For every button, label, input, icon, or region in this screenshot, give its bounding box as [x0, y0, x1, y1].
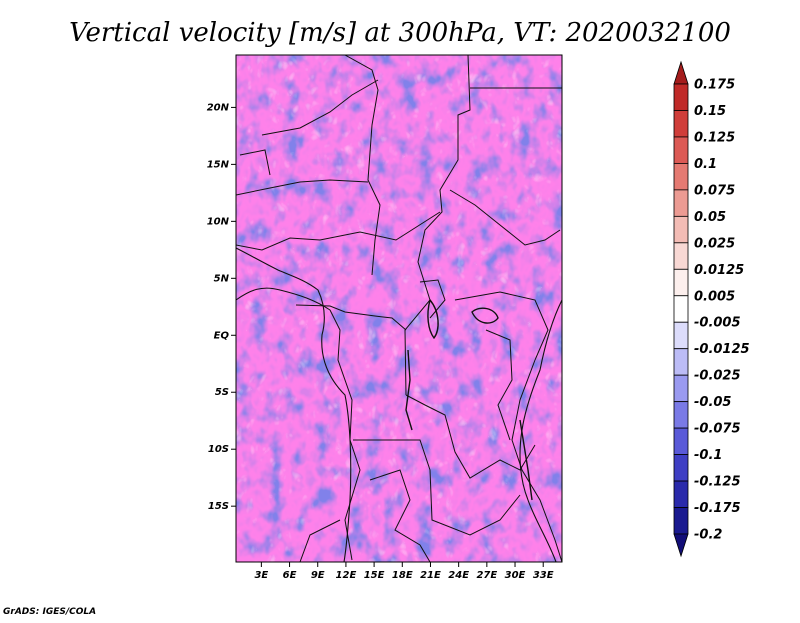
colorbar-label-4: 0.075 — [694, 183, 735, 198]
coastline — [236, 247, 352, 562]
colorbar-label-7: 0.0125 — [694, 263, 744, 278]
colorbar-swatch-0 — [673, 60, 689, 85]
colorbar-swatch-6 — [673, 215, 689, 244]
colorbar-swatch-11 — [673, 348, 689, 376]
colorbar-swatch-13 — [673, 401, 689, 429]
colorbar-swatch-1 — [673, 83, 689, 111]
colorbar-label-8: 0.005 — [694, 289, 735, 304]
colorbar-label-2: 0.125 — [694, 130, 735, 145]
colorbar-swatch-10 — [673, 321, 689, 350]
colorbar-label-1: 0.15 — [694, 104, 726, 119]
x-tick-label-18E: 18E — [392, 570, 413, 581]
colorbar-swatch-18 — [673, 533, 689, 558]
colorbar-label-16: -0.175 — [694, 501, 741, 516]
y-tick-label-15S: 15S — [208, 501, 229, 512]
x-tick-label-24E: 24E — [448, 570, 469, 581]
x-tick-label-30E: 30E — [505, 570, 526, 581]
colorbar-label-14: -0.1 — [694, 448, 722, 463]
colorbar: 0.175 0.15 0.125 0.1 0.075 0.05 0.025 0.0125 0.0… — [673, 60, 750, 558]
colorbar-swatch-5 — [673, 189, 689, 217]
colorbar-swatch-2 — [673, 110, 689, 138]
colorbar-swatch-9 — [673, 295, 689, 323]
colorbar-swatch-12 — [673, 374, 689, 403]
x-tick-label-3E: 3E — [254, 570, 268, 581]
y-axis: 20N 15N 10N 5N EQ 5S 10S 15S — [207, 102, 236, 512]
colorbar-label-13: -0.075 — [694, 422, 741, 437]
x-tick-label-21E: 21E — [420, 570, 441, 581]
colorbar-swatch-16 — [673, 480, 689, 508]
x-tick-label-15E: 15E — [364, 570, 385, 581]
colorbar-label-17: -0.2 — [694, 528, 722, 543]
y-tick-label-10N: 10N — [207, 216, 230, 227]
colorbar-label-11: -0.025 — [694, 369, 741, 384]
colorbar-swatch-14 — [673, 427, 689, 455]
colorbar-label-6: 0.025 — [694, 236, 735, 251]
white-contour-streaks — [236, 55, 562, 562]
colorbar-label-10: -0.0125 — [694, 342, 750, 357]
colorbar-label-15: -0.125 — [694, 475, 741, 490]
colorbar-swatch-15 — [673, 454, 689, 482]
y-tick-label-5S: 5S — [215, 387, 229, 398]
colorbar-label-5: 0.05 — [694, 210, 726, 225]
y-tick-label-5N: 5N — [214, 273, 230, 284]
y-tick-label-20N: 20N — [207, 102, 230, 113]
colorbar-swatch-17 — [673, 507, 689, 535]
x-tick-label-27E: 27E — [476, 570, 497, 581]
map-frame — [235, 54, 563, 563]
x-tick-label-33E: 33E — [533, 570, 554, 581]
x-tick-label-12E: 12E — [336, 570, 357, 581]
colorbar-label-9: -0.005 — [694, 316, 741, 331]
colorbar-swatch-8 — [673, 268, 689, 297]
x-tick-label-6E: 6E — [283, 570, 297, 581]
east-coastline — [519, 299, 562, 562]
y-tick-label-10S: 10S — [208, 444, 229, 455]
y-tick-label-EQ: EQ — [214, 330, 230, 341]
colorbar-label-12: -0.05 — [694, 395, 731, 410]
colorbar-swatch-7 — [673, 242, 689, 270]
x-axis: 3E 6E 9E 12E 15E 18E 21E 24E 27E 30E 33E — [254, 562, 554, 581]
x-tick-label-9E: 9E — [311, 570, 325, 581]
colorbar-label-0: 0.175 — [694, 78, 735, 93]
colorbar-swatch-4 — [673, 163, 689, 191]
colorbar-label-3: 0.1 — [694, 157, 717, 172]
grads-credit: GrADS: IGES/COLA — [3, 607, 96, 617]
y-tick-label-15N: 15N — [207, 159, 230, 170]
colorbar-swatch-3 — [673, 136, 689, 164]
map-panel — [236, 55, 562, 562]
chart-title: Vertical velocity [m/s] at 300hPa, VT: 2… — [69, 18, 731, 48]
country-borders — [236, 55, 562, 562]
